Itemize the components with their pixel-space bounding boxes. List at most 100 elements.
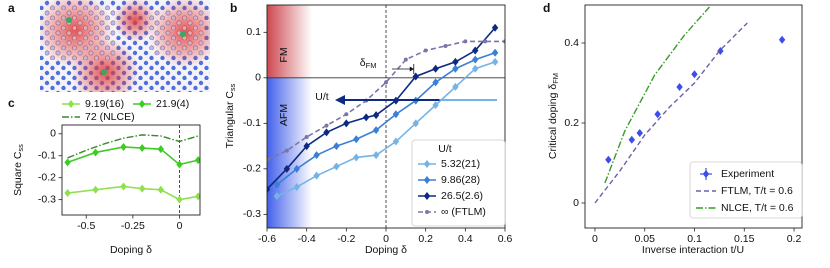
marker <box>372 126 380 135</box>
region-label: FM <box>278 47 290 62</box>
marker <box>273 180 281 189</box>
plot-area <box>267 5 505 228</box>
x-tick-label: 0 <box>177 220 183 232</box>
y-tick-label: -0.2 <box>38 171 56 183</box>
marker <box>157 145 165 154</box>
marker <box>353 153 360 162</box>
marker <box>491 23 499 32</box>
x-tick-label: 0.15 <box>734 233 755 245</box>
x-tick-label: 0.05 <box>635 233 656 245</box>
x-tick-label: -0.6 <box>258 233 276 245</box>
marker <box>194 192 200 201</box>
marker <box>412 72 419 81</box>
marker <box>423 192 431 200</box>
marker <box>778 35 786 44</box>
fm-region <box>267 5 312 78</box>
marker <box>432 101 439 110</box>
legend-label: ∞ (FTLM) <box>441 206 486 218</box>
y-tick-label: 0.2 <box>564 117 579 129</box>
x-tick-label: 0.6 <box>498 233 513 245</box>
marker <box>423 48 428 53</box>
marker <box>194 156 200 165</box>
y-axis-label-main: Critical doping δ <box>547 84 559 159</box>
marker <box>138 184 146 193</box>
series-line <box>276 61 496 197</box>
series-line <box>276 52 496 186</box>
marker <box>120 142 127 151</box>
marker <box>676 83 683 91</box>
legend-frame <box>689 161 803 219</box>
y-tick-label: 0.4 <box>564 37 579 49</box>
x-tick-label: -0.25 <box>121 220 145 232</box>
x-tick-label: 0.2 <box>787 233 802 245</box>
marker <box>284 148 289 153</box>
marker <box>372 111 380 120</box>
x-axis-label: Inverse interaction t/U <box>642 244 744 256</box>
series-line <box>594 22 748 204</box>
marker <box>313 151 320 160</box>
arrow-head <box>335 95 345 105</box>
marker <box>472 55 479 64</box>
marker <box>323 128 330 137</box>
delta-label: δFM <box>360 57 377 70</box>
y-axis-label-main: Triangular C <box>224 91 236 149</box>
legend-label: FTLM, T/t = 0.6 <box>721 185 793 197</box>
marker <box>176 160 183 169</box>
marker <box>343 119 350 128</box>
region-label: AFM <box>278 104 290 126</box>
marker <box>372 151 380 160</box>
y-tick-label: -0.1 <box>38 150 56 162</box>
legend-title: U/t <box>438 143 452 155</box>
marker <box>67 100 75 108</box>
marker <box>491 48 499 57</box>
marker <box>452 57 459 66</box>
marker <box>64 189 71 198</box>
plot-area <box>594 6 786 204</box>
y-axis-label: Critical doping δFM <box>547 73 560 159</box>
legend-label: 21.9(4) <box>156 98 189 110</box>
x-tick-label: 0.4 <box>458 233 473 245</box>
marker <box>283 164 291 173</box>
delta-label-sub: FM <box>366 61 377 70</box>
y-axis-label-sub: FM <box>551 73 560 84</box>
marker <box>403 57 408 62</box>
marker <box>92 148 99 157</box>
y-axis-label-main: Square C <box>12 151 24 196</box>
axes-frame <box>584 4 803 229</box>
legend-label: 5.32(21) <box>441 158 480 170</box>
legend-label: 72 (NLCE) <box>85 111 135 123</box>
marker <box>353 135 360 144</box>
x-tick-label: 0.1 <box>687 233 702 245</box>
y-tick-label: 0.1 <box>246 26 261 38</box>
legend-label: 26.5(2.6) <box>441 190 483 202</box>
marker <box>384 80 388 85</box>
y-tick-label: 0 <box>50 128 56 140</box>
panel-label: b <box>230 1 237 15</box>
x-axis-label: Doping δ <box>365 244 407 256</box>
marker <box>483 39 488 44</box>
marker <box>452 82 459 91</box>
marker <box>157 185 165 194</box>
x-tick-label: 0 <box>383 233 389 245</box>
marker <box>392 137 400 146</box>
marker <box>92 185 99 194</box>
marker <box>138 144 146 153</box>
y-tick-label: -0.1 <box>243 117 261 129</box>
marker <box>324 123 329 128</box>
marker <box>273 192 281 201</box>
marker <box>425 210 429 214</box>
legend-label: 9.86(28) <box>441 174 480 186</box>
marker <box>636 129 643 137</box>
x-tick-label: -0.5 <box>77 220 95 232</box>
panel-label: a <box>8 1 15 15</box>
marker <box>443 43 448 48</box>
marker <box>491 57 499 66</box>
marker <box>362 113 370 122</box>
axes-frame <box>61 124 201 216</box>
plot-area <box>64 125 200 215</box>
y-tick-label: 0 <box>573 197 579 209</box>
marker <box>503 39 505 44</box>
marker <box>344 112 349 117</box>
marker <box>432 64 439 73</box>
